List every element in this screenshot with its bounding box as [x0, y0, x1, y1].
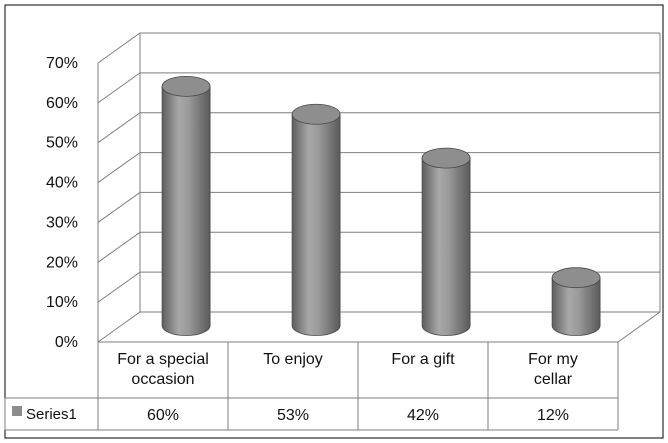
legend-key — [12, 406, 22, 416]
y-tick-label: 60% — [46, 95, 78, 112]
gridline — [97, 191, 660, 223]
gridline — [97, 271, 660, 303]
bar-top — [421, 147, 471, 169]
y-tick-label: 10% — [46, 294, 78, 311]
category-label: For a gift — [391, 351, 455, 368]
gridline — [97, 72, 660, 104]
category-label: To enjoy — [263, 351, 323, 368]
bar-top — [291, 103, 341, 125]
gridlines — [97, 32, 660, 343]
bar — [161, 75, 211, 336]
y-tick-label: 0% — [55, 334, 78, 351]
data-value-label: 12% — [537, 407, 569, 424]
category-label: For my cellar — [528, 351, 578, 388]
data-value-label: 53% — [277, 407, 309, 424]
y-tick-label: 20% — [46, 254, 78, 271]
gridline — [97, 112, 660, 144]
data-value-label: 60% — [147, 407, 179, 424]
bar-body — [421, 157, 471, 336]
bar-body — [161, 85, 211, 336]
series-name: Series1 — [26, 406, 77, 423]
y-tick-label: 30% — [46, 214, 78, 231]
data-table: For a special occasion To enjoy For a gift F… — [4, 342, 619, 431]
floor-right-edge — [617, 311, 661, 343]
y-tick-label: 50% — [46, 135, 78, 152]
category-label: For a special occasion — [117, 351, 209, 388]
bar-top — [551, 267, 601, 289]
gridline — [97, 231, 660, 263]
bar — [291, 103, 341, 336]
gridline — [97, 32, 660, 64]
bar-body — [291, 113, 341, 336]
gridline — [97, 152, 660, 183]
bar-body — [551, 277, 601, 336]
gridline — [97, 311, 660, 343]
data-value-label: 42% — [407, 407, 439, 424]
y-tick-label: 70% — [46, 55, 78, 72]
y-axis-ticks: 0% 10% 20% 30% 40% 50% 60% 70% — [46, 55, 78, 351]
bar-top — [161, 75, 211, 97]
bars — [161, 75, 601, 336]
bar — [551, 267, 601, 336]
y-tick-label: 40% — [46, 175, 78, 192]
bar — [421, 147, 471, 336]
